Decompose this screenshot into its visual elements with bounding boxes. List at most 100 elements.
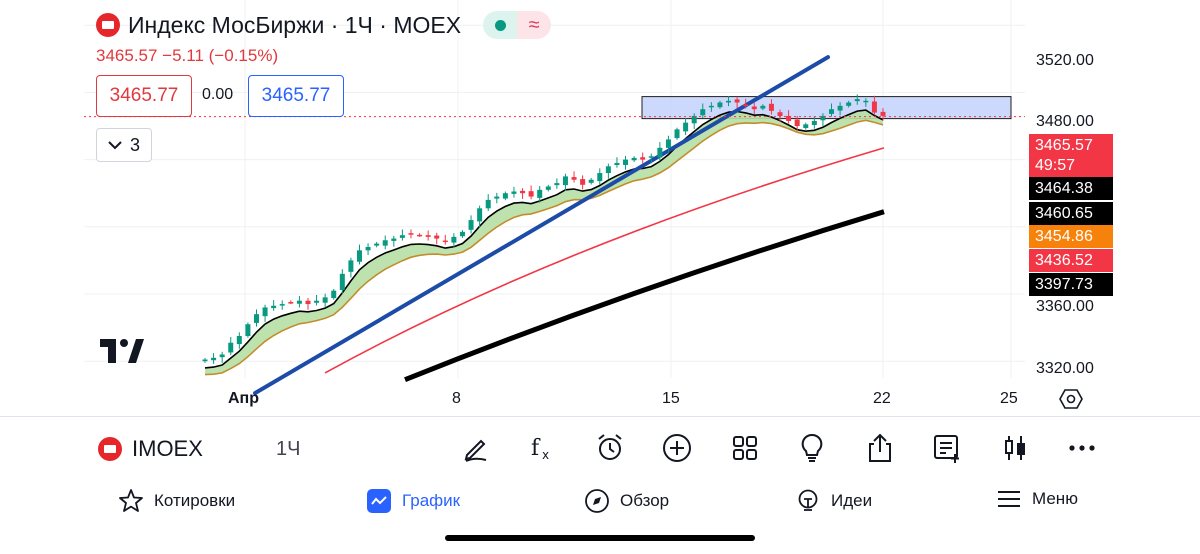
- candle-body: [262, 307, 268, 317]
- market-open-dot-icon: [483, 11, 518, 39]
- candle-body: [502, 193, 508, 199]
- indicators-toggle[interactable]: 3: [96, 128, 152, 162]
- candle-body: [562, 176, 568, 186]
- candle-body: [211, 357, 217, 361]
- candle-body: [417, 234, 423, 237]
- candle-body: [863, 100, 869, 103]
- candle-body: [605, 166, 611, 174]
- candle-body: [880, 111, 886, 116]
- candle-body: [236, 336, 242, 345]
- candle-body: [348, 260, 354, 272]
- tab-overview-label: Обзор: [620, 491, 670, 510]
- candle-body: [665, 139, 671, 148]
- candle-body: [442, 240, 448, 243]
- chart-title[interactable]: Индекс МосБиржи · 1Ч · MOEX: [128, 11, 462, 38]
- x-tick-22: 22: [873, 390, 891, 407]
- svg-text:f: f: [531, 436, 541, 461]
- x-tick-25: 25: [1000, 390, 1018, 407]
- candle-body: [820, 115, 826, 121]
- badge-ema-4: 3397.73: [1029, 273, 1113, 296]
- candle-body: [528, 191, 534, 197]
- candle-body: [794, 119, 800, 126]
- svg-text:x: x: [542, 448, 549, 462]
- chart-toolbar: [0, 416, 1200, 481]
- candle-body: [305, 300, 311, 305]
- candle-body: [253, 314, 259, 323]
- ema-fast-line: [204, 109, 884, 369]
- tab-quotes-label: Котировки: [154, 491, 236, 510]
- ema-slow-line: [204, 119, 884, 376]
- tab-menu[interactable]: Меню: [996, 488, 1078, 510]
- candle-body: [631, 157, 637, 161]
- candle-body: [382, 240, 388, 246]
- badge-countdown: 49:57: [1029, 154, 1113, 177]
- spread-value: 0.00: [202, 86, 234, 103]
- grid-icon[interactable]: [725, 430, 765, 466]
- symbol-selector[interactable]: IMOEX: [98, 436, 203, 462]
- candle-body: [399, 235, 405, 238]
- x-tick-apr: Апр: [228, 390, 259, 407]
- candle-body: [331, 290, 337, 299]
- chart-settings-icon[interactable]: [1059, 388, 1083, 415]
- tradingview-logo-icon: [100, 336, 144, 371]
- share-icon[interactable]: [860, 430, 900, 466]
- ma-red-line: [324, 147, 885, 374]
- plus-circle-icon[interactable]: [657, 430, 697, 466]
- symbol-name: IMOEX: [132, 436, 203, 461]
- tab-chart-label: График: [402, 491, 461, 510]
- sell-button[interactable]: 3465.77: [96, 75, 192, 117]
- tab-ideas[interactable]: Идеи: [795, 488, 872, 514]
- chart-icon: [367, 489, 391, 513]
- candle-body: [614, 162, 620, 165]
- badge-ema-1: 3460.65: [1029, 202, 1113, 225]
- pen-icon[interactable]: [456, 430, 496, 466]
- badge-ema-2: 3454.86: [1029, 225, 1113, 248]
- candle-body: [322, 297, 328, 303]
- candle-body: [425, 235, 431, 237]
- candle-body: [768, 103, 774, 111]
- more-icon[interactable]: [1062, 430, 1102, 466]
- candle-body: [571, 177, 577, 180]
- candle-body: [691, 115, 697, 124]
- watchlist-add-icon[interactable]: [927, 430, 967, 466]
- candle-body: [854, 99, 860, 102]
- candle-body: [837, 105, 843, 111]
- market-status[interactable]: ≈: [483, 11, 552, 39]
- tab-chart[interactable]: График: [366, 488, 460, 514]
- candle-body: [623, 159, 629, 165]
- candle-body: [537, 189, 543, 198]
- chevron-down-icon: [108, 141, 122, 150]
- candle-body: [597, 173, 603, 182]
- badge-ema-3: 3436.52: [1029, 249, 1113, 272]
- candle-body: [245, 324, 251, 336]
- candle-body: [296, 300, 302, 304]
- tab-quotes[interactable]: Котировки: [118, 488, 235, 514]
- badge-zone-bottom: 3464.38: [1029, 177, 1113, 200]
- candle-body: [485, 199, 491, 209]
- candle-body: [202, 359, 208, 362]
- approx-icon: ≈: [517, 11, 552, 39]
- alarm-icon[interactable]: [590, 430, 630, 466]
- moex-flag-icon: [98, 437, 122, 461]
- candle-body: [648, 156, 654, 158]
- candle-body: [708, 105, 714, 108]
- candles-icon[interactable]: [995, 430, 1035, 466]
- menu-icon: [998, 491, 1020, 507]
- tab-overview[interactable]: Обзор: [584, 488, 669, 514]
- candle-body: [846, 102, 852, 106]
- candle-body: [391, 238, 397, 241]
- indicators-count: 3: [129, 134, 140, 155]
- candle-body: [477, 208, 483, 222]
- price-zone-rectangle: [641, 96, 1012, 120]
- candle-body: [468, 220, 474, 230]
- bulb-icon[interactable]: [792, 430, 832, 466]
- candle-body: [228, 342, 234, 353]
- buy-button[interactable]: 3465.77: [248, 75, 344, 117]
- candle-body: [734, 99, 740, 103]
- idea-icon: [798, 489, 818, 511]
- timeframe-selector[interactable]: 1Ч: [276, 438, 301, 460]
- star-icon: [119, 489, 143, 512]
- candle-body: [717, 102, 723, 108]
- x-tick-8: 8: [452, 390, 461, 407]
